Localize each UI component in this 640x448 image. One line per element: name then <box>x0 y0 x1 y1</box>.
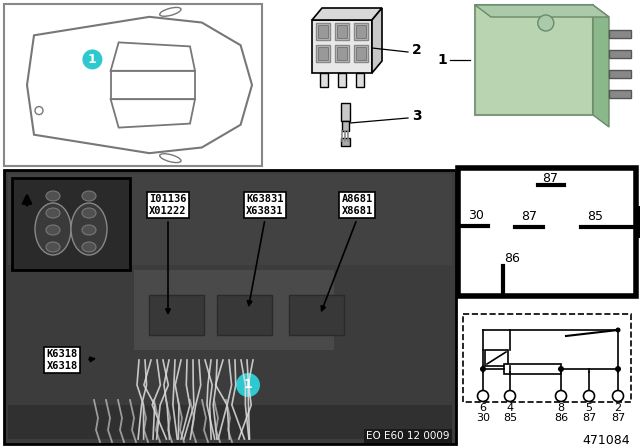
Circle shape <box>558 366 564 372</box>
Ellipse shape <box>46 225 60 235</box>
Bar <box>354 45 368 62</box>
Ellipse shape <box>71 203 107 255</box>
Bar <box>446 186 459 214</box>
Bar <box>8 405 452 439</box>
Bar <box>338 73 346 87</box>
Bar <box>4 170 456 444</box>
Text: 5: 5 <box>586 403 593 413</box>
Text: 1: 1 <box>88 53 97 66</box>
Circle shape <box>584 391 595 401</box>
Text: 8: 8 <box>557 403 564 413</box>
Ellipse shape <box>82 242 96 252</box>
Circle shape <box>538 15 554 31</box>
Polygon shape <box>312 8 382 20</box>
Bar <box>458 168 636 296</box>
Ellipse shape <box>160 8 181 16</box>
Bar <box>318 47 328 60</box>
Bar <box>356 73 364 87</box>
Circle shape <box>236 373 260 397</box>
Bar <box>609 30 631 38</box>
Polygon shape <box>475 5 609 17</box>
Bar <box>609 70 631 78</box>
Text: 2: 2 <box>614 403 621 413</box>
Bar <box>635 206 640 238</box>
Text: A8681
X8681: A8681 X8681 <box>341 194 372 216</box>
Bar <box>337 47 347 60</box>
Circle shape <box>616 327 621 332</box>
Text: 1: 1 <box>437 53 447 67</box>
Text: 85: 85 <box>587 211 603 224</box>
Text: EO E60 12 0009: EO E60 12 0009 <box>367 431 450 441</box>
Text: 6: 6 <box>479 403 486 413</box>
Text: 86: 86 <box>504 252 520 265</box>
Ellipse shape <box>46 242 60 252</box>
Bar <box>4 4 262 166</box>
Circle shape <box>615 366 621 372</box>
Ellipse shape <box>82 208 96 218</box>
Text: I01136
X01222: I01136 X01222 <box>149 194 187 216</box>
Text: 85: 85 <box>503 413 517 423</box>
Bar <box>318 25 328 38</box>
Polygon shape <box>27 17 252 153</box>
Bar <box>504 364 561 374</box>
Text: 87: 87 <box>582 413 596 423</box>
Bar <box>217 295 272 335</box>
Ellipse shape <box>46 191 60 201</box>
Polygon shape <box>111 71 195 99</box>
Bar <box>134 270 334 350</box>
Text: 86: 86 <box>554 413 568 423</box>
Bar <box>341 138 350 146</box>
Text: 1: 1 <box>244 379 252 392</box>
Text: 2: 2 <box>412 43 422 57</box>
Text: K6318
X6318: K6318 X6318 <box>46 349 77 371</box>
Bar <box>312 20 372 73</box>
Bar <box>485 350 508 366</box>
Polygon shape <box>111 43 195 71</box>
Text: 87: 87 <box>521 211 537 224</box>
Text: 3: 3 <box>412 109 422 123</box>
Bar <box>149 295 204 335</box>
Circle shape <box>612 391 623 401</box>
Bar <box>320 73 328 87</box>
Bar <box>337 25 347 38</box>
Bar <box>342 121 349 131</box>
Text: 30: 30 <box>476 413 490 423</box>
Polygon shape <box>372 8 382 73</box>
Bar <box>475 5 593 115</box>
Bar <box>356 25 366 38</box>
Bar <box>341 103 350 121</box>
Circle shape <box>556 391 566 401</box>
Polygon shape <box>111 99 195 128</box>
Text: K63831
X63831: K63831 X63831 <box>246 194 284 216</box>
Bar <box>316 45 330 62</box>
Bar <box>354 23 368 40</box>
Bar <box>8 174 452 265</box>
Circle shape <box>35 107 43 115</box>
Bar <box>335 23 349 40</box>
Ellipse shape <box>46 208 60 218</box>
Text: 87: 87 <box>543 172 559 185</box>
Text: 30: 30 <box>468 209 484 222</box>
Ellipse shape <box>82 191 96 201</box>
Bar <box>463 314 631 402</box>
Ellipse shape <box>160 154 181 163</box>
Bar <box>335 45 349 62</box>
Bar <box>289 295 344 335</box>
Ellipse shape <box>82 225 96 235</box>
Ellipse shape <box>35 203 71 255</box>
Text: 87: 87 <box>611 413 625 423</box>
Circle shape <box>477 391 488 401</box>
Circle shape <box>83 49 102 69</box>
Circle shape <box>480 366 486 372</box>
Bar <box>609 90 631 98</box>
Polygon shape <box>593 5 609 127</box>
Bar <box>609 50 631 58</box>
Bar <box>12 178 130 270</box>
Bar <box>316 23 330 40</box>
Circle shape <box>504 391 515 401</box>
Text: 471084: 471084 <box>582 434 630 447</box>
Bar <box>356 47 366 60</box>
Text: 4: 4 <box>506 403 513 413</box>
